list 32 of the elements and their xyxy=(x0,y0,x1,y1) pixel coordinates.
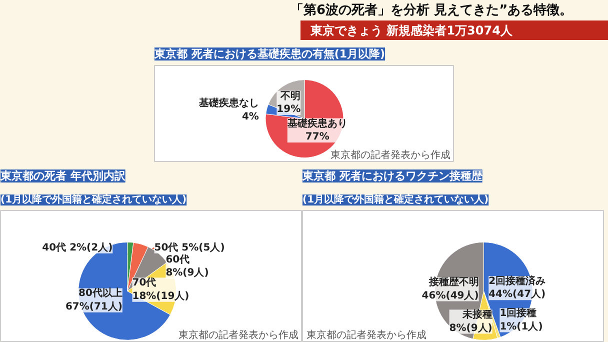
chart-subtitle: (1月以降で外国籍と確定されていない人) xyxy=(0,194,187,206)
text: 東京都の記者発表から作成 xyxy=(306,329,426,342)
data-label: 1%(1人) xyxy=(500,320,543,332)
data-label: 19% xyxy=(276,104,301,115)
slice-label: 基礎疾患あり xyxy=(286,117,348,130)
data-label: 18%(19人) xyxy=(132,290,190,302)
slice-label: 2回接種済み xyxy=(488,274,546,287)
chart-subtitle: (1月以降で外国籍と確定されていない人) xyxy=(302,194,489,206)
slice-label: 基礎疾患なし xyxy=(198,97,259,110)
data-label: 46%(49人) xyxy=(422,289,479,302)
slice-label: 未接種 xyxy=(461,308,492,321)
text: 東京都の記者発表から作成 xyxy=(330,148,450,161)
data-label: 77% xyxy=(305,132,330,142)
data-label: 8%(9人) xyxy=(449,322,492,334)
slice-label: 1回接種 xyxy=(500,307,537,320)
text: 東京都の記者発表から作成 xyxy=(178,329,298,342)
slice-label: 60代 xyxy=(166,253,190,266)
slice-label: 不明 xyxy=(280,90,301,102)
text: 「第6波の死者」を分析 見えてきた”ある特徴。 xyxy=(290,3,573,18)
data-label: 44%(47人) xyxy=(488,288,546,300)
data-label: 67%(71人) xyxy=(65,300,122,312)
slice-label: 40代 2%(2人) xyxy=(42,241,113,254)
data-label: 4% xyxy=(242,111,259,122)
data-label: 8%(9人) xyxy=(166,266,209,279)
text: 東京できょう 新規感染者1万3074人 xyxy=(310,24,514,38)
slice-label: 接種歴不明 xyxy=(428,276,479,288)
chart-title: 東京都の死者 年代別内訳 xyxy=(0,170,126,182)
slice-label: 70代 xyxy=(132,276,156,289)
chart-title: 東京都 死者におけるワクチン接種歴 xyxy=(302,170,484,182)
chart-title: 東京都 死者における基礎疾患の有無(1月以降) xyxy=(154,48,386,60)
slice-label: 50代 5%(5人) xyxy=(154,241,225,254)
slice-label: 80代以上 xyxy=(78,287,122,300)
